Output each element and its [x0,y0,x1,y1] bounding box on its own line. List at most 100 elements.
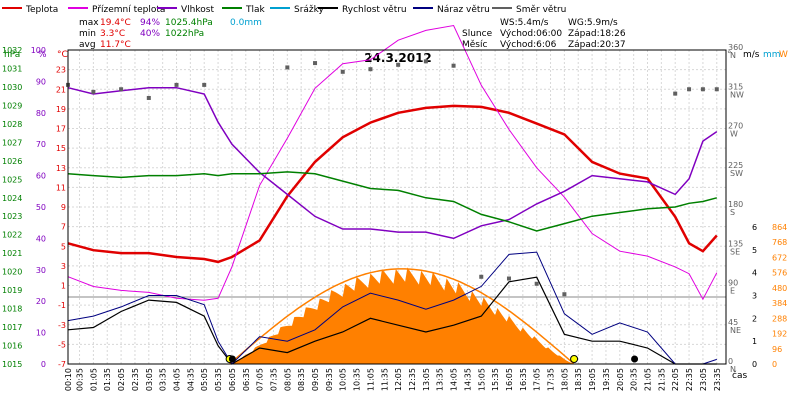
time-tick-label: 14:05 [450,368,459,391]
solar-tick-label: 384 [772,299,787,308]
pressure-tick-label: 1015 [2,360,22,369]
direction-compass-label: NW [730,90,744,99]
time-tick-label: 11:05 [366,368,375,391]
pressure-tick-label: 1030 [2,83,22,92]
stat-avg-temp: 11.7°C [100,40,131,50]
pressure-tick-label: 1028 [2,120,22,129]
time-tick-label: 01:05 [89,368,98,391]
direction-compass-label: W [730,130,738,139]
solar-tick-label: 864 [772,223,787,232]
direction-tick-label: 315 [728,82,743,91]
moon-rise: Východ:6:06 [500,40,557,50]
wind-sun-moon-block: WS:5.4m/s WG:5.9m/s Slunce Východ:06:00 … [462,18,626,50]
time-tick-label: 23:05 [699,368,708,391]
stat-max-temp: 19.4°C [100,18,131,28]
plot-frame [67,49,727,365]
stat-min-temp: 3.3°C [100,29,125,39]
time-tick-label: 04:35 [186,368,195,391]
wind-direction-point [423,59,428,64]
temperature-tick-label: -3 [58,321,66,330]
unit-ms: m/s [743,50,760,60]
moonset-marker [631,355,639,363]
unit-time: čas [732,370,747,381]
wind-direction-point [146,95,151,100]
legend-label: Rychlost větru [342,5,407,15]
pressure-tick-label: 1020 [2,268,22,277]
time-tick-label: 08:05 [283,368,292,391]
time-tick-label: 05:05 [200,368,209,391]
time-tick-label: 13:05 [422,368,431,391]
direction-tick-label: 0 [728,357,733,366]
moonrise-marker [228,355,236,363]
wind-direction-point [285,65,290,70]
time-tick-label: 09:05 [311,368,320,391]
sun-moon-markers [225,355,639,363]
time-tick-label: 18:05 [560,368,569,391]
wind-direction-point [714,87,719,92]
direction-tick-label: 360 [728,43,743,52]
time-tick-label: 20:35 [630,368,639,391]
time-tick-label: 00:35 [76,368,85,391]
time-tick-label: 10:05 [339,368,348,391]
moon-label: Měsíc [462,40,487,50]
pressure-tick-label: 1031 [2,64,22,73]
wind-direction-point [396,62,401,67]
direction-compass-label: S [730,208,735,217]
time-tick-label: 15:35 [491,368,500,391]
humidity-tick-label: 50 [36,203,46,212]
time-tick-label: 04:05 [173,368,182,391]
wind-direction-point [451,63,456,68]
wind-direction-point [174,82,179,87]
time-tick-label: 21:35 [657,368,666,391]
temperature-tick-label: 1 [61,282,66,291]
axis-units: hPa % °C ° m/s mm W čas [4,50,788,381]
wind-direction-point [479,274,484,279]
unit-wm2: W [779,50,788,60]
time-tick-label: 05:35 [214,368,223,391]
wind-direction-point [687,87,692,92]
pressure-tick-label: 1021 [2,249,22,258]
time-tick-label: 22:35 [685,368,694,391]
time-tick-label: 17:35 [547,368,556,391]
moon-set: Západ:20:37 [568,40,626,50]
pressure-tick-label: 1016 [2,342,22,351]
direction-compass-label: SE [730,247,740,256]
series-line-3 [67,171,717,232]
wind-direction-point [534,281,539,286]
temperature-tick-label: 13 [56,164,66,173]
time-tick-label: 02:35 [131,368,140,391]
legend-label: Tlak [245,5,266,15]
time-tick-label: 06:05 [228,368,237,391]
time-tick-label: 08:35 [297,368,306,391]
wind-direction-point [562,292,567,297]
solar-tick-label: 192 [772,330,787,339]
humidity-tick-label: 70 [36,140,46,149]
humidity-tick-label: 10 [36,329,46,338]
time-tick-label: 16:05 [505,368,514,391]
temperature-tick-label: -1 [58,301,66,310]
pressure-tick-label: 1032 [2,46,22,55]
temperature-tick-label: 11 [56,183,66,192]
stat-avg-label: avg [79,40,96,50]
stat-max-rain: 0.0mm [230,18,262,28]
wind-direction-point [313,61,318,66]
solar-tick-label: 288 [772,314,787,323]
humidity-tick-label: 80 [36,109,46,118]
temperature-tick-label: 5 [61,242,66,251]
series-line-0 [67,104,718,264]
time-tick-label: 21:05 [644,368,653,391]
time-tick-label: 14:35 [463,368,472,391]
legend-label: Vlhkost [181,5,214,15]
series-line-5 [67,251,717,365]
time-tick-label: 07:35 [269,368,278,391]
pressure-tick-label: 1023 [2,212,22,221]
unit-hpa: hPa [4,50,20,60]
legend-label: Teplota [25,5,58,15]
temperature-tick-label: -5 [58,340,66,349]
wind-tick-label: 1 [752,337,757,346]
time-tick-label: 03:35 [159,368,168,391]
stat-min-press: 1022hPa [165,29,204,39]
time-tick-label: 19:05 [588,368,597,391]
wind-direction-point [368,67,373,72]
